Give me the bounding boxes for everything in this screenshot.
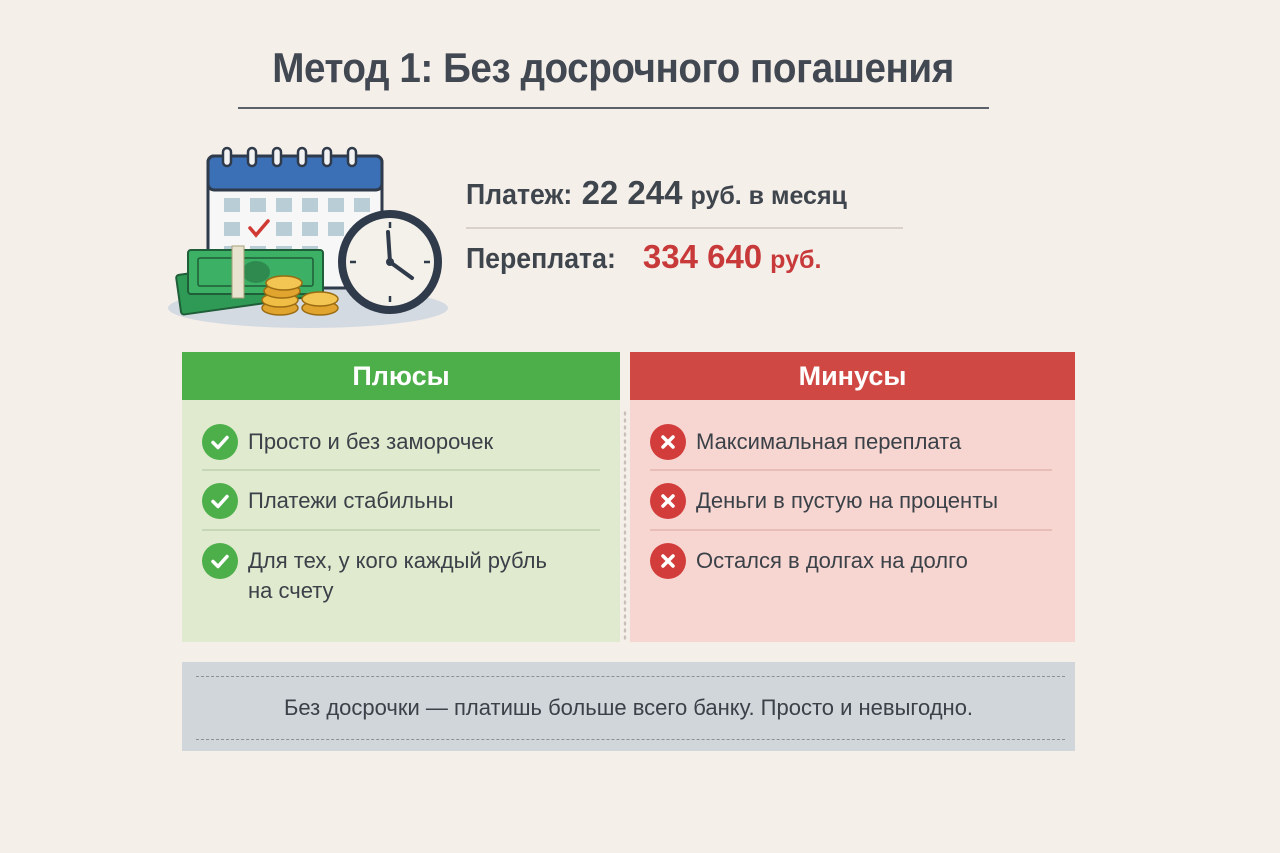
cons-panel: Минусы Максимальная переплата Деньги в п… [630, 352, 1075, 642]
cons-item: Остался в долгах на долго [650, 543, 968, 579]
cons-separator [650, 469, 1052, 471]
cons-item-text: Максимальная переплата [696, 429, 962, 454]
overpayment-row: Переплата: 334 640 руб. [466, 238, 821, 276]
payment-row: Платеж: 22 244 руб. в месяц [466, 174, 847, 212]
summary-dash-bottom [196, 739, 1065, 740]
pros-item: Платежи стабильны [202, 483, 454, 519]
pros-separator [202, 469, 600, 471]
pros-header: Плюсы [182, 352, 620, 400]
check-icon [202, 424, 238, 460]
summary-box: Без досрочки — платишь больше всего банк… [182, 662, 1075, 751]
cons-separator [650, 529, 1052, 531]
summary-text: Без досрочки — платишь больше всего банк… [283, 695, 974, 720]
pros-item-text: Для тех, у кого каждый рубль на счету [248, 548, 547, 603]
pros-item: Просто и без заморочек [202, 424, 493, 460]
title-underline [238, 107, 989, 109]
cross-icon [650, 424, 686, 460]
summary-dash-top [196, 676, 1065, 677]
cons-item-text: Остался в долгах на долго [696, 548, 968, 573]
pros-panel: Плюсы Просто и без заморочек Платежи ста… [182, 352, 620, 642]
overpayment-value: 334 640 [642, 238, 763, 275]
cross-icon [650, 483, 686, 519]
pros-item-text: Платежи стабильны [248, 488, 454, 513]
pros-item: Для тех, у кого каждый рубль на счету [202, 543, 568, 606]
cons-item-text: Деньги в пустую на проценты [696, 488, 999, 513]
check-icon [202, 483, 238, 519]
panels-divider [623, 410, 627, 642]
page-title: Метод 1: Без досрочного погашения [272, 44, 954, 91]
stats-divider [466, 227, 903, 229]
payment-label: Платеж: [466, 179, 573, 211]
check-icon [202, 543, 238, 579]
clock-icon [338, 210, 442, 314]
payment-unit: руб. в месяц [690, 182, 847, 210]
overpayment-unit: руб. [770, 246, 822, 274]
payment-value: 22 244 [581, 174, 683, 211]
coins-icon [261, 275, 339, 316]
cross-icon [650, 543, 686, 579]
cons-header: Минусы [630, 352, 1075, 400]
overpayment-label: Переплата: [466, 243, 616, 275]
pros-item-text: Просто и без заморочек [248, 429, 494, 454]
cons-item: Деньги в пустую на проценты [650, 483, 998, 519]
cons-item: Максимальная переплата [650, 424, 961, 460]
illustration [168, 146, 448, 328]
pros-separator [202, 529, 600, 531]
